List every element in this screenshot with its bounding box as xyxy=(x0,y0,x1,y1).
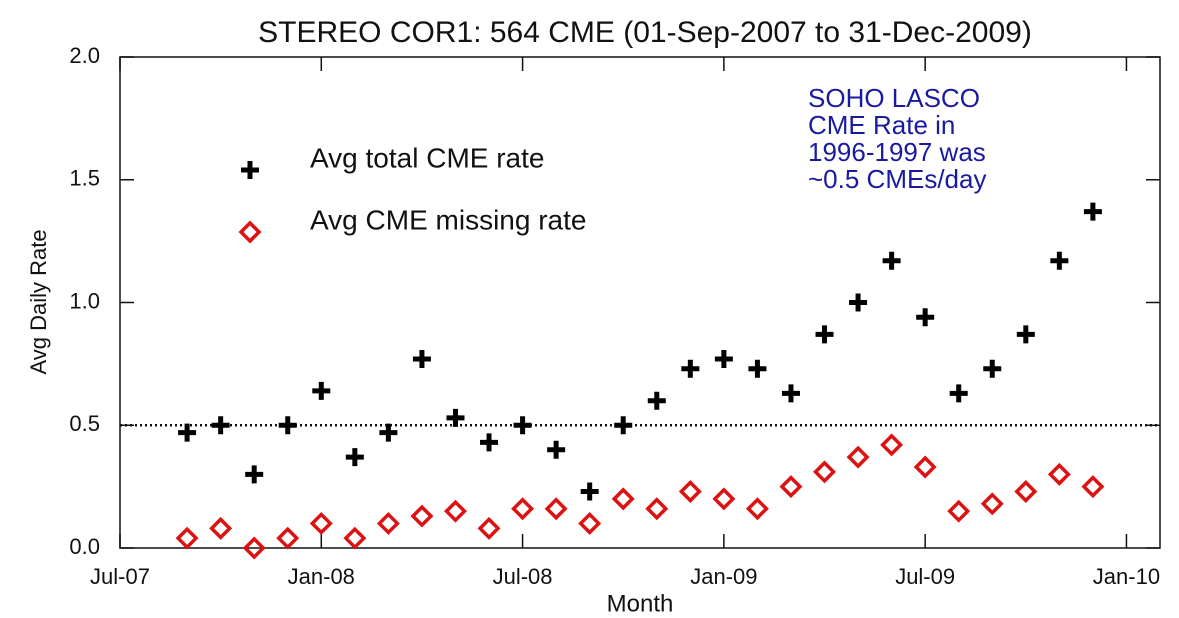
diamond-marker xyxy=(645,497,669,521)
annotation: ~0.5 CMEs/day xyxy=(808,164,986,194)
diamond-marker xyxy=(813,460,836,484)
plus-marker xyxy=(446,408,465,427)
diamond-marker xyxy=(175,526,199,550)
diamond-marker xyxy=(276,526,300,550)
plus-marker xyxy=(245,465,264,484)
y-tick-label: 2.0 xyxy=(69,43,100,68)
diamond-marker xyxy=(343,526,367,550)
plus-marker xyxy=(815,325,834,344)
plus-marker xyxy=(1050,251,1069,270)
plus-marker xyxy=(278,416,297,435)
diamond-marker xyxy=(242,536,266,560)
diamond-marker xyxy=(477,516,501,540)
y-tick-label: 1.0 xyxy=(69,288,100,313)
plus-marker xyxy=(781,384,800,403)
plus-marker xyxy=(916,308,935,327)
plus-marker xyxy=(983,359,1002,378)
plus-marker xyxy=(345,448,364,467)
plus-marker xyxy=(480,433,499,452)
diamond-marker xyxy=(712,487,736,511)
annotation: 1996-1997 was xyxy=(808,137,986,167)
plus-marker xyxy=(647,391,666,410)
plus-marker xyxy=(513,416,532,435)
x-tick-label: Jan-09 xyxy=(690,564,757,589)
diamond-marker xyxy=(309,511,333,535)
diamond-marker xyxy=(745,497,769,521)
diamond-marker xyxy=(913,455,937,479)
plus-marker xyxy=(412,349,431,368)
diamond-marker xyxy=(238,220,262,244)
plus-marker xyxy=(379,423,398,442)
x-axis-label: Month xyxy=(607,590,674,617)
diamond-marker xyxy=(209,516,233,540)
plus-marker xyxy=(949,384,968,403)
diamond-marker xyxy=(544,497,568,521)
diamond-marker xyxy=(779,475,803,499)
y-tick-label: 0.0 xyxy=(69,534,100,559)
annotation: SOHO LASCO xyxy=(808,83,980,113)
y-tick-label: 1.5 xyxy=(69,166,100,191)
plus-marker xyxy=(849,293,868,312)
x-tick-label: Jul-09 xyxy=(895,564,955,589)
diamond-marker xyxy=(410,504,434,528)
diamond-marker xyxy=(1047,462,1071,486)
diamond-marker xyxy=(947,499,971,523)
chart-title: STEREO COR1: 564 CME (01-Sep-2007 to 31-… xyxy=(258,16,1032,49)
plus-marker xyxy=(178,423,197,442)
diamond-marker xyxy=(846,445,870,469)
plus-marker xyxy=(241,161,259,179)
x-tick-label: Jan-10 xyxy=(1093,564,1160,589)
plus-marker xyxy=(312,381,331,400)
diamond-marker xyxy=(678,480,702,504)
plus-marker xyxy=(1016,325,1035,344)
plus-marker xyxy=(714,349,733,368)
diamond-marker xyxy=(880,433,904,457)
x-tick-label: Jul-07 xyxy=(90,564,150,589)
diamond-marker xyxy=(444,499,467,523)
diamond-marker xyxy=(1014,480,1038,504)
legend-label: Avg CME missing rate xyxy=(310,204,586,235)
plus-marker xyxy=(211,416,230,435)
diamond-marker xyxy=(1081,475,1105,499)
legend-label: Avg total CME rate xyxy=(310,142,544,173)
x-tick-label: Jul-08 xyxy=(493,564,553,589)
diamond-marker xyxy=(980,492,1004,516)
diamond-marker xyxy=(376,511,400,535)
plus-marker xyxy=(748,359,767,378)
y-tick-label: 0.5 xyxy=(69,411,100,436)
annotation: CME Rate in xyxy=(808,110,955,140)
diamond-marker xyxy=(511,497,535,521)
plus-marker xyxy=(1083,202,1102,221)
y-axis-label: Avg Daily Rate xyxy=(26,229,51,374)
plus-marker xyxy=(547,440,566,459)
plus-marker xyxy=(681,359,700,378)
plus-marker xyxy=(882,251,901,270)
x-tick-label: Jan-08 xyxy=(288,564,355,589)
diamond-marker xyxy=(611,487,635,511)
plus-marker xyxy=(580,482,599,501)
diamond-marker xyxy=(578,511,602,535)
plot-frame xyxy=(119,56,1161,549)
plus-marker xyxy=(614,416,633,435)
